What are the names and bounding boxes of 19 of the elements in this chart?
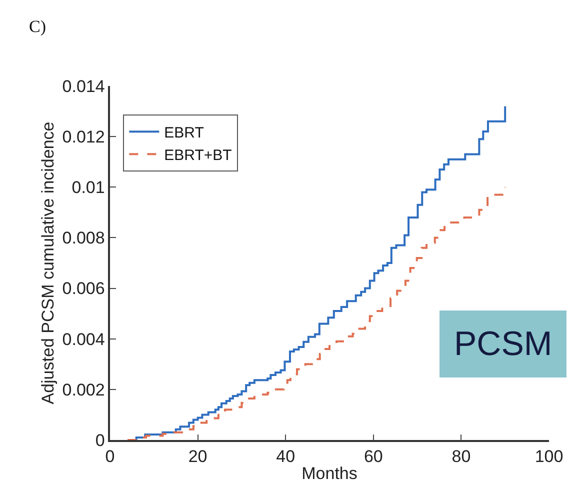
y-axis-title: Adjusted PCSM cumulative incidence <box>38 122 58 404</box>
x-tick-label: 20 <box>188 447 208 466</box>
y-tick-label: 0.01 <box>72 178 105 198</box>
x-axis-title: Months <box>302 464 358 484</box>
x-tick-label: 100 <box>534 447 564 466</box>
x-tick-label: 60 <box>364 447 383 466</box>
x-tick-label: 40 <box>276 447 296 466</box>
y-tick-label: 0.014 <box>62 76 105 96</box>
annotation: PCSM <box>454 325 552 363</box>
y-tick-label: 0 <box>95 430 105 450</box>
y-tick-label: 0.006 <box>62 279 105 298</box>
x-tick-label: 80 <box>452 447 471 466</box>
y-tick-label: 0.002 <box>62 380 105 400</box>
text: C) <box>29 17 46 36</box>
legend-label: EBRT <box>164 124 204 142</box>
y-tick-label: 0.008 <box>62 228 105 248</box>
y-tick-label: 0.004 <box>62 330 105 349</box>
y-tick-label: 0.012 <box>62 128 105 147</box>
legend-label: EBRT+BT <box>164 146 232 164</box>
